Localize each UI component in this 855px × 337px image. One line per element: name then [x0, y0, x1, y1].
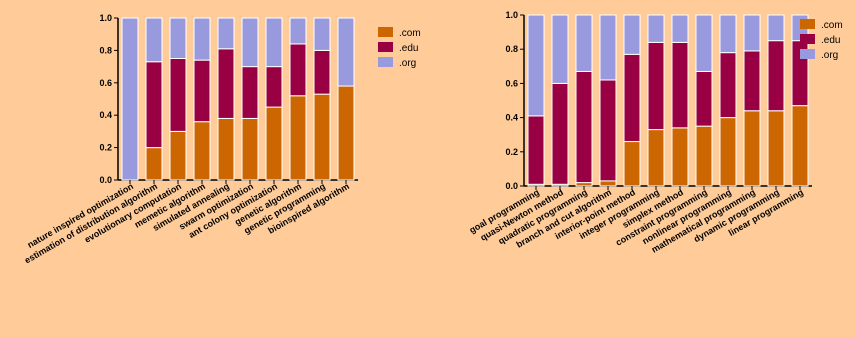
bar-segment-com	[575, 182, 593, 187]
bar-segment-org	[695, 14, 713, 72]
bar-segment-edu	[169, 58, 187, 132]
bar-segment-edu	[145, 61, 163, 149]
bar-segment-edu	[551, 82, 569, 185]
bar-segment-org	[623, 14, 641, 55]
y-tick-label: 0.8	[99, 45, 112, 55]
bar-segment-org	[719, 14, 737, 54]
bar-segment-edu	[527, 115, 545, 185]
bar-segment-com	[289, 95, 307, 181]
y-tick-label: 0.4	[99, 110, 112, 120]
bar-segment-com	[623, 141, 641, 187]
y-tick-label: 1.0	[505, 10, 518, 20]
bar-segment-com	[145, 147, 163, 181]
y-tick-label: 0.2	[99, 143, 112, 153]
legend-swatch-edu	[800, 34, 815, 44]
bar-segment-com	[599, 180, 617, 187]
bar-segment-com	[671, 127, 689, 187]
bar-segment-edu	[575, 70, 593, 184]
legend-label-edu: .edu	[821, 35, 840, 46]
legend-label-com: .com	[399, 28, 421, 39]
bar-segment-edu	[647, 41, 665, 131]
bar-segment-org	[241, 17, 259, 68]
bar-segment-com	[767, 110, 785, 187]
bar-segment-org	[767, 14, 785, 42]
bar-segment-edu	[743, 50, 761, 112]
bar-segment-org	[647, 14, 665, 43]
legend-swatch-org	[378, 57, 393, 67]
legend-label-org: .org	[821, 50, 838, 61]
bar-segment-com	[743, 110, 761, 187]
bar-segment-org	[193, 17, 211, 61]
bar-segment-com	[647, 129, 665, 187]
bar-segment-com	[337, 85, 355, 181]
bar-segment-edu	[313, 49, 331, 95]
y-tick-label: 0.4	[505, 113, 518, 123]
y-tick-label: 0.8	[505, 44, 518, 54]
bar-segment-com	[241, 117, 259, 181]
bar-segment-com	[695, 125, 713, 187]
bar-segment-edu	[695, 70, 713, 127]
legend-swatch-org	[800, 49, 815, 59]
bar-segment-com	[265, 106, 283, 181]
bar-segment-com	[193, 121, 211, 181]
legend-swatch-edu	[378, 42, 393, 52]
bar-segment-edu	[289, 43, 307, 97]
bar-segment-org	[671, 14, 689, 43]
bar-segment-org	[169, 17, 187, 59]
bar-segment-org	[575, 14, 593, 72]
bar-segment-edu	[671, 41, 689, 129]
bar-segment-org	[313, 17, 331, 51]
legend-swatch-com	[378, 27, 393, 37]
legend-label-org: .org	[399, 58, 416, 69]
legend-swatch-com	[800, 19, 815, 29]
bar-segment-edu	[719, 52, 737, 119]
bar-segment-org	[217, 17, 235, 50]
bar-segment-org	[743, 14, 761, 52]
bar-segment-edu	[193, 59, 211, 123]
bar-segment-org	[599, 14, 617, 81]
bar-segment-edu	[241, 66, 259, 119]
bar-segment-edu	[265, 66, 283, 108]
bar-segment-com	[791, 105, 809, 187]
y-tick-label: 1.0	[99, 13, 112, 23]
bar-segment-org	[551, 14, 569, 84]
bar-segment-org	[145, 17, 163, 63]
bar-segment-com	[313, 93, 331, 181]
bar-segment-edu	[217, 48, 235, 119]
bar-segment-org	[337, 17, 355, 87]
bar-segment-org	[265, 17, 283, 68]
bar-segment-edu	[599, 79, 617, 182]
bar-segment-com	[719, 117, 737, 187]
y-tick-label: 0.0	[99, 175, 112, 185]
bar-segment-edu	[623, 53, 641, 143]
y-tick-label: 0.6	[505, 78, 518, 88]
bar-segment-org	[527, 14, 545, 117]
legend-label-com: .com	[821, 20, 843, 31]
y-tick-label: 0.0	[505, 181, 518, 191]
bar-segment-com	[217, 117, 235, 181]
bar-segment-org	[121, 17, 139, 181]
bar-segment-edu	[767, 40, 785, 112]
legend-label-edu: .edu	[399, 43, 418, 54]
y-tick-label: 0.6	[99, 78, 112, 88]
bar-segment-com	[169, 130, 187, 181]
y-tick-label: 0.2	[505, 147, 518, 157]
bar-segment-org	[289, 17, 307, 45]
